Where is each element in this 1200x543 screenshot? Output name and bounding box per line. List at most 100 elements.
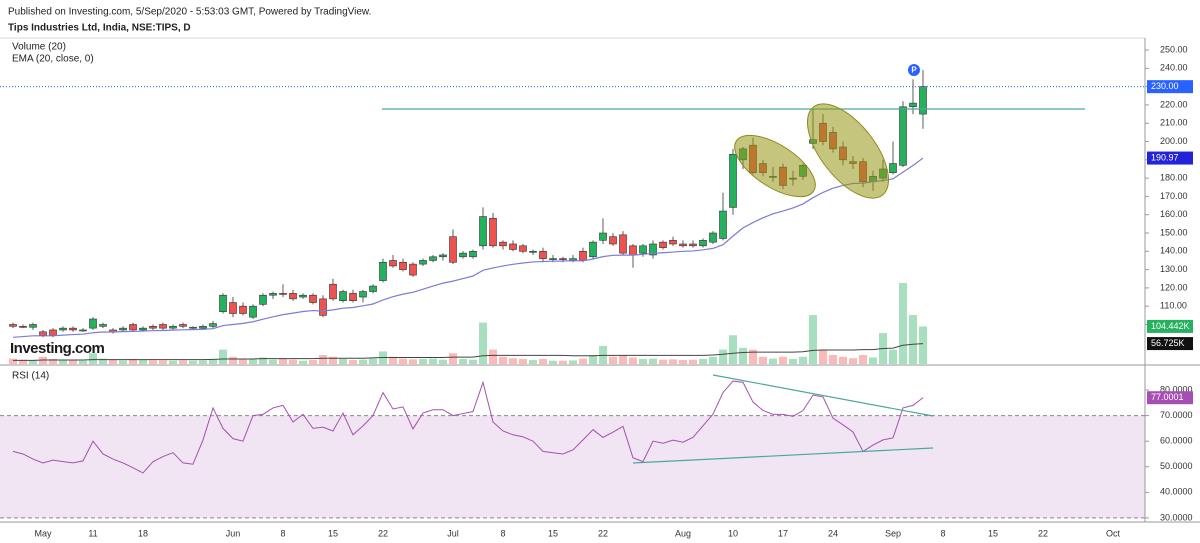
- x-tick-label: May: [34, 528, 52, 538]
- candle-body: [449, 236, 457, 263]
- candle-body: [469, 251, 477, 258]
- value-tag: [1147, 80, 1193, 94]
- candle-body: [359, 291, 367, 298]
- rsi-tick-label: 70.0000: [1160, 410, 1193, 420]
- volume-bar: [909, 315, 917, 364]
- candle-body: [499, 241, 507, 247]
- volume-bar: [689, 359, 697, 364]
- candle-body: [889, 163, 897, 173]
- candle-body: [459, 252, 467, 258]
- candle-body: [509, 243, 517, 250]
- pattern-ellipse: [734, 134, 816, 198]
- volume-bar: [519, 358, 527, 364]
- candle-body: [149, 326, 157, 329]
- value-tag: [1147, 337, 1193, 351]
- x-tick-label: 17: [778, 528, 788, 538]
- candle-body: [169, 326, 177, 329]
- candle-body: [19, 326, 27, 328]
- candle-body: [179, 324, 187, 327]
- y-tick-label: 160.00: [1160, 209, 1188, 219]
- volume-bar: [489, 349, 497, 364]
- volume-bar: [439, 359, 447, 364]
- candle-body: [519, 245, 527, 252]
- candle-body: [899, 106, 907, 166]
- candle-body: [399, 261, 407, 270]
- x-tick-label: 10: [728, 528, 738, 538]
- volume-bar: [609, 356, 617, 364]
- value-tag: [1147, 319, 1193, 333]
- volume-bar: [669, 359, 677, 364]
- ema-line: [12, 157, 924, 338]
- candle-body: [429, 256, 437, 261]
- candle-body: [709, 232, 717, 243]
- volume-bar: [469, 359, 477, 364]
- candle-body: [189, 326, 197, 329]
- volume-bar: [139, 360, 147, 364]
- event-marker-label: P: [911, 66, 917, 75]
- volume-bar: [359, 359, 367, 364]
- candle-body: [389, 260, 397, 267]
- volume-bar: [859, 355, 867, 364]
- candle-body: [609, 236, 617, 245]
- x-tick-label: 8: [280, 528, 285, 538]
- candle-body: [569, 258, 577, 261]
- volume-bar: [149, 360, 157, 364]
- volume-bar: [239, 358, 247, 364]
- x-tick-label: 8: [500, 528, 505, 538]
- volume-bar: [319, 355, 327, 364]
- candle-body: [139, 327, 147, 331]
- volume-bar: [399, 358, 407, 364]
- candle-body: [59, 327, 67, 331]
- volume-ma-line: [13, 343, 924, 361]
- volume-bar: [679, 360, 687, 364]
- volume-bar: [9, 358, 17, 364]
- candle-body: [9, 324, 17, 327]
- volume-bar: [79, 360, 87, 364]
- volume-bar: [279, 358, 287, 364]
- volume-bar: [429, 358, 437, 364]
- candle-body: [69, 327, 77, 331]
- rsi-tick-label: 40.0000: [1160, 487, 1193, 497]
- pattern-ellipse: [806, 103, 890, 199]
- volume-bar: [369, 358, 377, 364]
- candle-body: [159, 324, 167, 329]
- y-tick-label: 250.00: [1160, 44, 1188, 54]
- candle-body: [279, 293, 287, 295]
- candle-body: [379, 261, 387, 281]
- candle-body: [689, 243, 697, 247]
- y-tick-label: 130.00: [1160, 264, 1188, 274]
- candle-body: [209, 323, 217, 327]
- volume-bar: [119, 360, 127, 364]
- volume-bar: [89, 353, 97, 364]
- volume-bar: [619, 355, 627, 364]
- candle-body: [249, 305, 257, 318]
- legend-ema: EMA (20, close, 0): [12, 54, 94, 65]
- volume-bar: [529, 360, 537, 364]
- x-tick-label: 18: [138, 528, 148, 538]
- y-tick-label: 210.00: [1160, 118, 1188, 128]
- y-tick-label: 120.00: [1160, 282, 1188, 292]
- volume-bar: [719, 349, 727, 364]
- volume-bar: [459, 358, 467, 364]
- x-tick-label: 22: [1038, 528, 1048, 538]
- volume-bar: [309, 360, 317, 364]
- candle-body: [219, 294, 227, 312]
- x-tick-label: Sep: [885, 528, 901, 538]
- volume-bar: [829, 355, 837, 364]
- volume-bar: [809, 315, 817, 364]
- candle-body: [289, 293, 297, 300]
- volume-bar: [629, 357, 637, 364]
- volume-bar: [819, 349, 827, 364]
- candle-body: [39, 331, 47, 336]
- candle-body: [259, 294, 267, 305]
- candle-body: [339, 291, 347, 302]
- candle-body: [579, 251, 587, 261]
- y-tick-label: 220.00: [1160, 99, 1188, 109]
- rsi-trend-line: [712, 374, 934, 417]
- rsi-trend-line: [632, 447, 934, 464]
- candle-body: [29, 324, 37, 328]
- candle-body: [719, 210, 727, 239]
- candle-body: [119, 327, 127, 331]
- candle-body: [589, 241, 597, 258]
